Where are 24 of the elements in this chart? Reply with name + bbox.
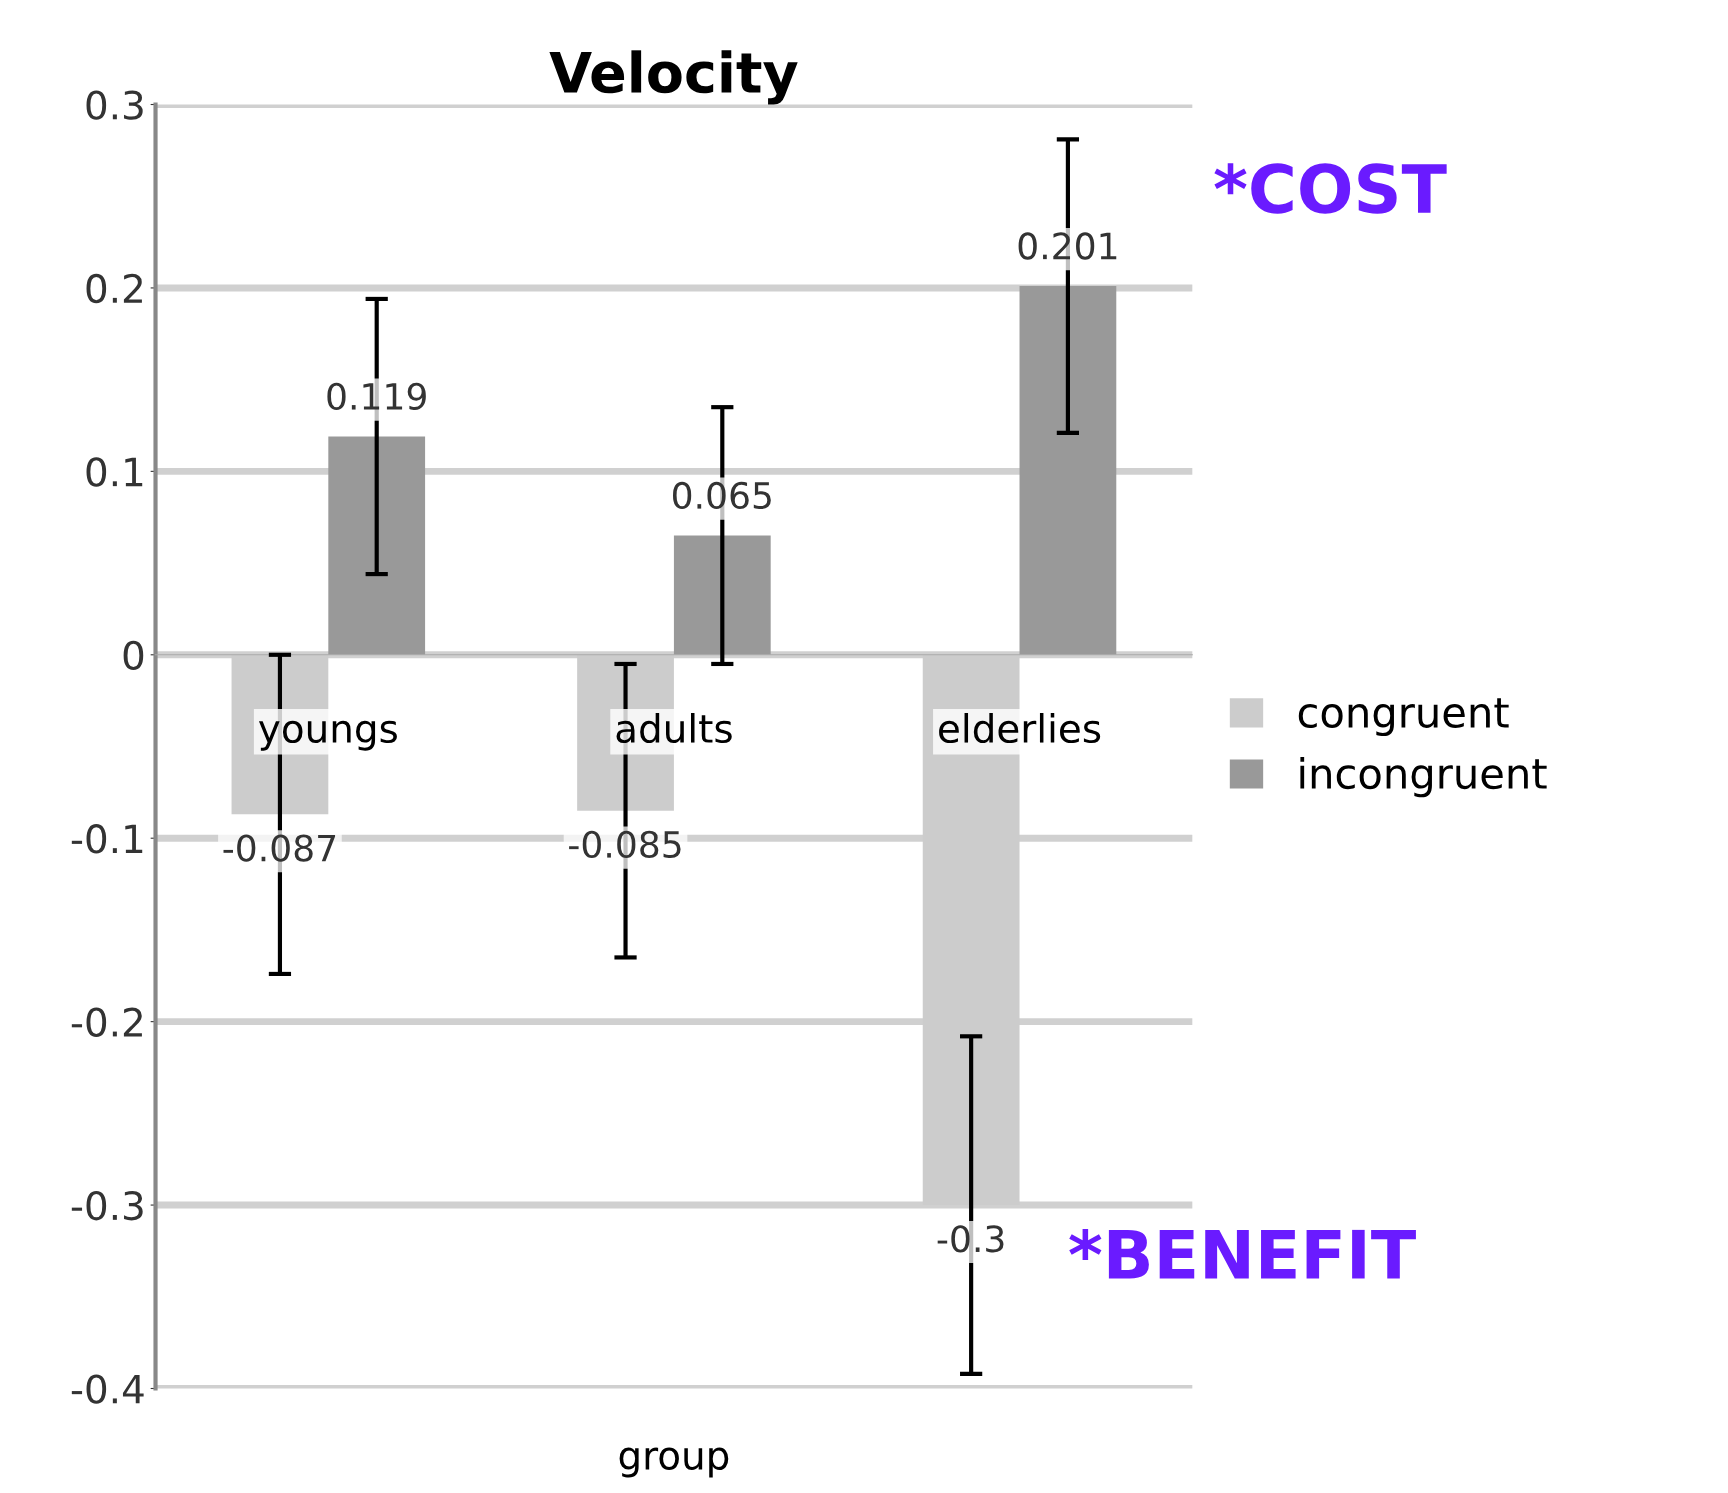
data-label: -0.087 xyxy=(223,834,336,862)
data-label: -0.3 xyxy=(937,1225,1004,1253)
chart-title: Velocity xyxy=(549,50,798,105)
x-tick-label: youngs xyxy=(258,720,397,751)
legend-label: congruent xyxy=(1298,698,1509,737)
legend-label: incongruent xyxy=(1300,756,1547,798)
text: *COST xyxy=(1214,163,1447,214)
y-tick-label: 0.1 xyxy=(86,457,143,487)
y-tick-label: 0.3 xyxy=(86,90,143,120)
data-label: 0.065 xyxy=(673,481,771,510)
y-tick-label: -0.2 xyxy=(71,1007,142,1037)
y-tick-label: -0.4 xyxy=(71,1374,144,1404)
data-label: -0.085 xyxy=(569,830,681,859)
data-label: 0.119 xyxy=(327,382,426,411)
y-tick-label: -0.1 xyxy=(71,824,143,854)
x-axis-title: group xyxy=(619,1447,729,1478)
y-tick-label: -0.3 xyxy=(71,1190,143,1221)
y-tick-label: 0 xyxy=(123,640,144,671)
annotation: *BENEFIT xyxy=(1069,1229,1416,1279)
data-label: 0.201 xyxy=(1018,232,1117,260)
x-tick-label: adults xyxy=(616,713,732,744)
y-tick-label: 0.2 xyxy=(86,273,142,304)
x-tick-label: elderlies xyxy=(939,713,1101,744)
bar xyxy=(1019,286,1117,655)
